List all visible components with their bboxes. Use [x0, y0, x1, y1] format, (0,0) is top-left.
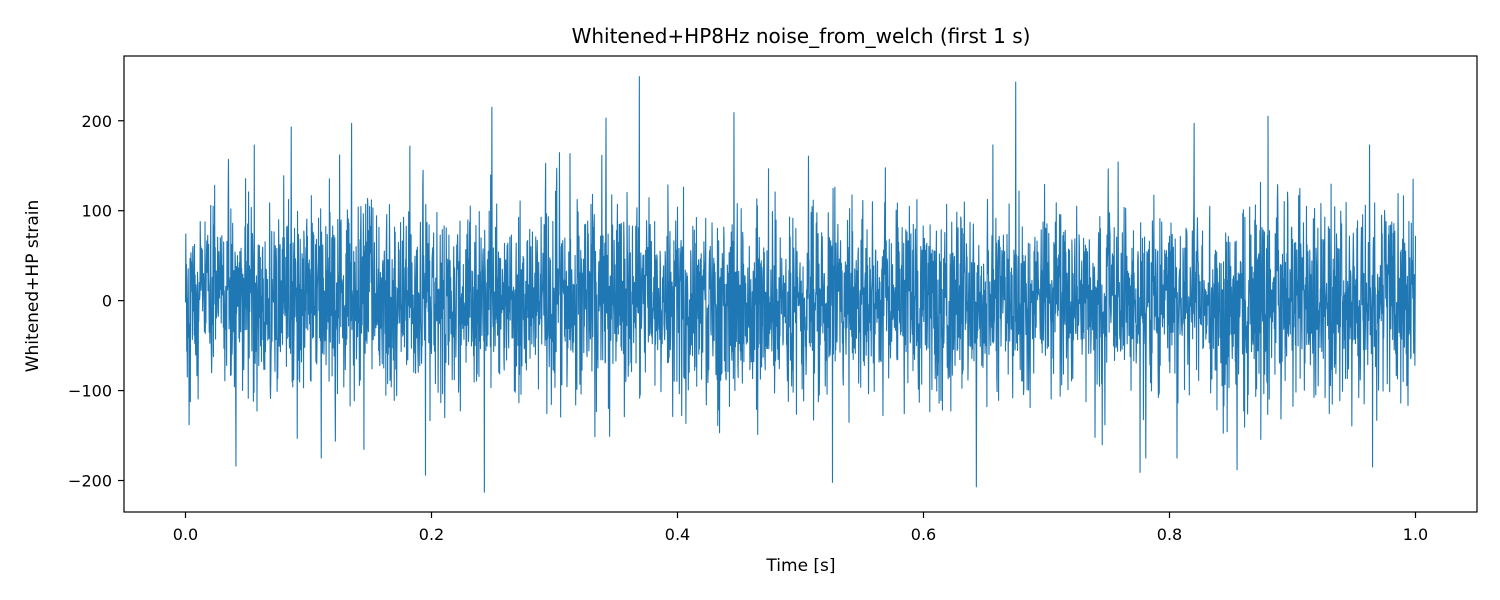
x-axis-label: Time [s]: [765, 556, 835, 576]
x-tick-label: 1.0: [1403, 525, 1428, 544]
x-tick-label: 0.0: [173, 525, 198, 544]
y-tick-label: 100: [81, 202, 112, 221]
y-tick-label: −100: [68, 382, 112, 401]
series-line-0: [184, 76, 1417, 493]
y-tick-label: −200: [68, 472, 112, 491]
plot-frame: [123, 55, 1478, 513]
axes-layer: 0.0 0.2 0.4 0.6 0.8 1.0 −200 −100 0 100 200: [68, 55, 1478, 544]
x-tick-label: 0.8: [1157, 525, 1182, 544]
x-tick-label: 0.2: [419, 525, 444, 544]
y-tick-label: 200: [81, 112, 112, 131]
series-layer: [184, 76, 1417, 493]
x-tick-label: 0.4: [665, 525, 690, 544]
y-axis-label: Whitened+HP strain: [23, 200, 43, 373]
chart-title: Whitened+HP8Hz noise_from_welch (first 1…: [572, 24, 1031, 48]
y-tick-label: 0: [102, 292, 112, 311]
x-tick-label: 0.6: [911, 525, 936, 544]
